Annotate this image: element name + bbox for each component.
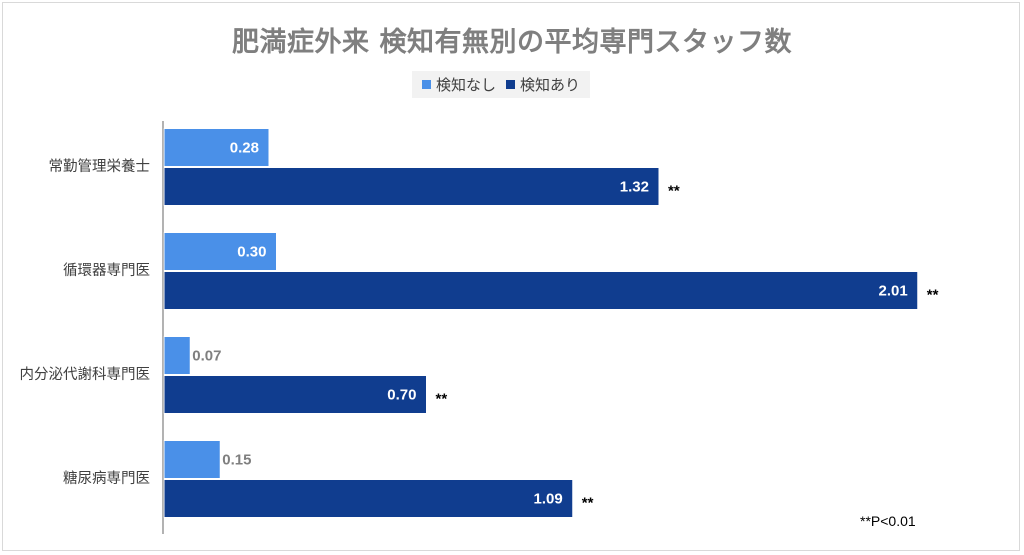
chart-title: 肥満症外来 検知有無別の平均専門スタッフ数: [232, 27, 792, 58]
significance-marker: **: [927, 287, 939, 304]
legend-label-no-detection: 検知なし: [436, 76, 497, 94]
significance-marker: **: [582, 495, 594, 512]
footnote: **P<0.01: [860, 513, 916, 529]
value-label-detection: 1.32: [620, 179, 649, 196]
bar-detection: [163, 167, 660, 206]
bar-no-detection: [163, 440, 221, 479]
significance-marker: **: [668, 183, 680, 200]
legend-swatch-no-detection: [422, 80, 431, 89]
bar-detection: [163, 479, 574, 518]
value-label-detection: 2.01: [879, 283, 908, 300]
category-label: 循環器専門医: [63, 262, 150, 279]
value-label-no-detection: 0.07: [192, 348, 221, 365]
category-label: 常勤管理栄養士: [49, 157, 151, 175]
value-label-no-detection: 0.28: [230, 140, 259, 157]
legend-item-detection: 検知あり: [506, 74, 580, 95]
significance-marker: **: [436, 391, 448, 408]
value-label-detection: 1.09: [534, 491, 563, 508]
legend-label-detection: 検知あり: [520, 76, 581, 94]
legend: 検知なし 検知あり: [412, 71, 591, 98]
value-label-no-detection: 0.30: [237, 244, 266, 261]
legend-swatch-detection: [506, 80, 516, 89]
bar-detection: [163, 375, 427, 414]
legend-item-no-detection: 検知なし: [422, 74, 496, 95]
category-label: 内分泌代謝科専門医: [20, 366, 151, 383]
bar-no-detection: [163, 336, 191, 375]
category-label: 糖尿病専門医: [63, 470, 150, 487]
bar-detection: [163, 271, 919, 310]
bar-no-detection: [163, 128, 270, 167]
value-label-detection: 0.70: [387, 387, 416, 404]
bar-no-detection: [163, 232, 277, 271]
value-label-no-detection: 0.15: [222, 452, 251, 469]
